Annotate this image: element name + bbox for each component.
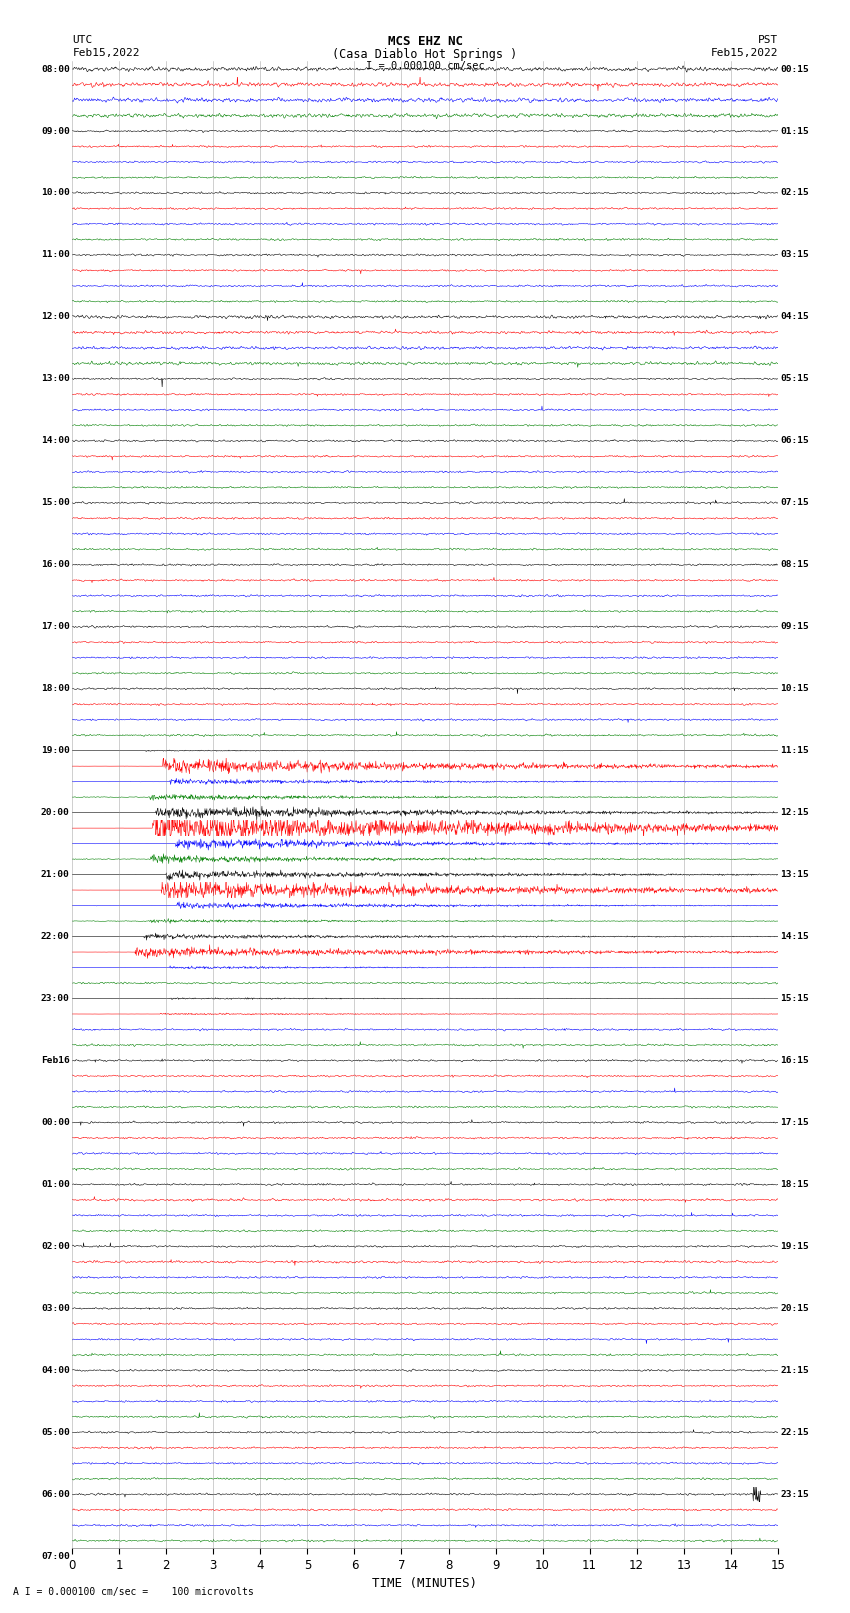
Text: Feb15,2022: Feb15,2022: [72, 48, 139, 58]
Text: 16:15: 16:15: [780, 1057, 809, 1065]
Text: 08:00: 08:00: [41, 65, 70, 74]
Text: 01:15: 01:15: [780, 126, 809, 135]
Text: 05:15: 05:15: [780, 374, 809, 384]
Text: 15:15: 15:15: [780, 994, 809, 1003]
Text: 07:15: 07:15: [780, 498, 809, 508]
Text: 08:15: 08:15: [780, 560, 809, 569]
Text: 14:15: 14:15: [780, 932, 809, 940]
Text: 13:00: 13:00: [41, 374, 70, 384]
Text: PST: PST: [757, 35, 778, 45]
Text: 11:15: 11:15: [780, 747, 809, 755]
Text: 00:15: 00:15: [780, 65, 809, 74]
Text: 23:00: 23:00: [41, 994, 70, 1003]
Text: 12:15: 12:15: [780, 808, 809, 818]
Text: 05:00: 05:00: [41, 1428, 70, 1437]
Text: 04:15: 04:15: [780, 313, 809, 321]
Text: 14:00: 14:00: [41, 437, 70, 445]
Text: 21:15: 21:15: [780, 1366, 809, 1374]
Text: 10:15: 10:15: [780, 684, 809, 694]
Text: 20:15: 20:15: [780, 1303, 809, 1313]
Text: 03:00: 03:00: [41, 1303, 70, 1313]
Text: 00:00: 00:00: [41, 1118, 70, 1127]
Text: 22:00: 22:00: [41, 932, 70, 940]
Text: Feb16: Feb16: [41, 1057, 70, 1065]
Text: 19:15: 19:15: [780, 1242, 809, 1252]
Text: 21:00: 21:00: [41, 869, 70, 879]
Text: UTC: UTC: [72, 35, 93, 45]
Text: 19:00: 19:00: [41, 747, 70, 755]
Text: 01:00: 01:00: [41, 1181, 70, 1189]
Text: 17:00: 17:00: [41, 623, 70, 631]
Text: 17:15: 17:15: [780, 1118, 809, 1127]
Text: 04:00: 04:00: [41, 1366, 70, 1374]
Text: 07:00: 07:00: [41, 1552, 70, 1561]
Text: 23:15: 23:15: [780, 1490, 809, 1498]
Text: 02:15: 02:15: [780, 189, 809, 197]
Text: 18:00: 18:00: [41, 684, 70, 694]
Text: 15:00: 15:00: [41, 498, 70, 508]
Text: 16:00: 16:00: [41, 560, 70, 569]
Text: MCS EHZ NC: MCS EHZ NC: [388, 35, 462, 48]
Text: 18:15: 18:15: [780, 1181, 809, 1189]
Text: 06:15: 06:15: [780, 437, 809, 445]
Text: 03:15: 03:15: [780, 250, 809, 260]
Text: 12:00: 12:00: [41, 313, 70, 321]
Text: 13:15: 13:15: [780, 869, 809, 879]
Text: 20:00: 20:00: [41, 808, 70, 818]
Text: 02:00: 02:00: [41, 1242, 70, 1252]
Text: 22:15: 22:15: [780, 1428, 809, 1437]
Text: 06:00: 06:00: [41, 1490, 70, 1498]
Text: (Casa Diablo Hot Springs ): (Casa Diablo Hot Springs ): [332, 48, 518, 61]
Text: 09:00: 09:00: [41, 126, 70, 135]
Text: 11:00: 11:00: [41, 250, 70, 260]
Text: A I = 0.000100 cm/sec =    100 microvolts: A I = 0.000100 cm/sec = 100 microvolts: [13, 1587, 253, 1597]
X-axis label: TIME (MINUTES): TIME (MINUTES): [372, 1578, 478, 1590]
Text: 09:15: 09:15: [780, 623, 809, 631]
Text: Feb15,2022: Feb15,2022: [711, 48, 778, 58]
Text: 10:00: 10:00: [41, 189, 70, 197]
Text: I = 0.000100 cm/sec: I = 0.000100 cm/sec: [366, 61, 484, 71]
